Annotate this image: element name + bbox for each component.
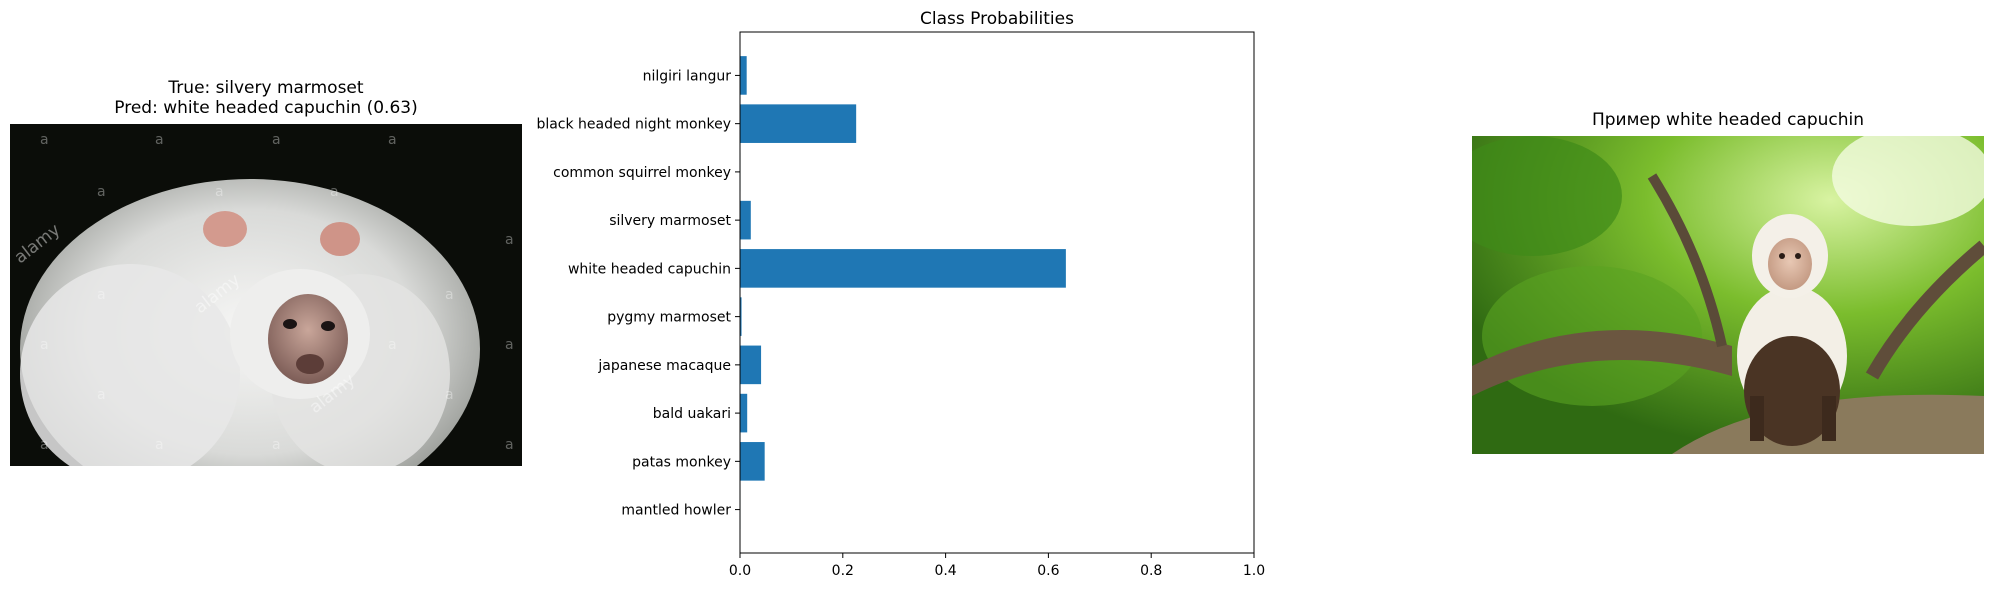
x-tick-label: 0.8 (1140, 563, 1162, 579)
watermark-a: a (272, 437, 281, 453)
y-tick-label: pygmy marmoset (607, 310, 731, 326)
watermark-a: a (272, 132, 281, 148)
bar-bald-uakari (740, 393, 748, 433)
true-label: True: silvery marmoset (168, 78, 364, 98)
watermark-a: a (505, 232, 514, 248)
bar-white-headed-capuchin (740, 249, 1066, 288)
x-tick-label: 0.6 (1037, 563, 1059, 579)
pred-label: Pred: white headed capuchin (0.63) (114, 98, 418, 118)
chart-title: Class Probabilities (920, 9, 1074, 29)
watermark-a: a (40, 132, 49, 148)
watermark-a: a (155, 132, 164, 148)
y-tick-labels: nilgiri langur black headed night monkey c… (536, 68, 740, 519)
x-tick-label: 0.4 (934, 563, 956, 579)
bar-group (740, 56, 1066, 529)
watermark-a: a (330, 184, 339, 200)
query-image-silvery-marmoset: a a a a a a a a a a a a a a a a a a a al… (10, 124, 522, 466)
x-tick-label: 1.0 (1243, 563, 1265, 579)
y-tick-label: mantled howler (621, 503, 731, 519)
left-image-title: True: silvery marmoset Pred: white heade… (10, 78, 522, 118)
watermark-a: a (155, 437, 164, 453)
bar-japanese-macaque (740, 345, 762, 385)
watermark-a: a (215, 184, 224, 200)
plot-frame (739, 31, 1255, 554)
marmoset-photo-drawing: a a a a a a a a a a a a a a a a a a a al… (10, 124, 522, 466)
watermark-a: a (40, 437, 49, 453)
watermark-a: a (97, 387, 106, 403)
bar-nilgiri-langur (740, 56, 747, 95)
x-tick-label: 0.0 (729, 563, 751, 579)
y-tick-label: bald uakari (653, 406, 731, 422)
watermark-a: a (388, 337, 397, 353)
watermark-a: a (40, 337, 49, 353)
watermark-a: a (97, 287, 106, 303)
y-tick-label: silvery marmoset (609, 213, 731, 229)
right-image-title: Пример white headed capuchin (1591, 110, 1865, 130)
x-tick-labels: 0.0 0.2 0.4 0.6 0.8 1.0 (729, 553, 1265, 579)
watermark-a: a (445, 387, 454, 403)
example-image-white-headed-capuchin (1472, 136, 1984, 454)
watermark-a: a (445, 287, 454, 303)
bar-patas-monkey (740, 442, 765, 481)
y-tick-label: nilgiri langur (643, 68, 732, 84)
capuchin-photo-drawing (1472, 136, 1984, 454)
watermark-a: a (388, 132, 397, 148)
watermark-a: a (505, 437, 514, 453)
y-tick-label: black headed night monkey (536, 117, 731, 133)
bar-black-headed-night-monkey (740, 104, 857, 143)
y-tick-label: japanese macaque (597, 358, 731, 374)
x-tick-label: 0.2 (832, 563, 854, 579)
y-tick-label: patas monkey (632, 454, 731, 470)
bar-silvery-marmoset (740, 200, 751, 240)
y-tick-label: common squirrel monkey (553, 165, 731, 181)
watermark-a: a (97, 184, 106, 200)
watermark-a: a (505, 337, 514, 353)
y-tick-label: white headed capuchin (568, 261, 731, 277)
bar-pygmy-marmoset (740, 297, 742, 336)
